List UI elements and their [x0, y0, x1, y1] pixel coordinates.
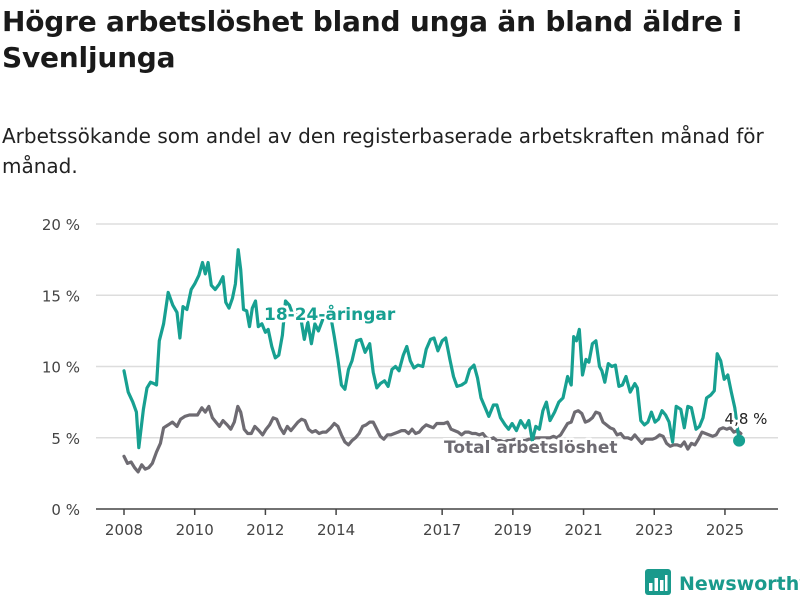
grid-lines — [96, 223, 778, 510]
last-value-label: 4,8 % — [725, 410, 768, 428]
newsworthy-logo: Newsworthy — [645, 569, 800, 599]
x-tick-label: 2019 — [494, 521, 532, 539]
chart-title: Högre arbetslöshet bland unga än bland ä… — [2, 5, 742, 74]
x-tick-label: 2021 — [564, 521, 602, 539]
total-series-label-halo: Total arbetslöshet — [444, 438, 618, 458]
x-tick-label: 2017 — [423, 521, 461, 539]
y-tick-label: 0 % — [51, 501, 80, 519]
x-tick-label: 2025 — [706, 521, 744, 539]
logo-text: Newsworthy — [679, 573, 800, 595]
x-tick-label: 2014 — [317, 521, 355, 539]
x-tick-label: 2010 — [176, 521, 214, 539]
y-axis-ticks: 0 % 5 % 10 % 15 % 20 % — [42, 216, 80, 519]
youth-series-label-halo: 18-24-åringar — [264, 303, 396, 325]
y-tick-label: 15 % — [42, 287, 80, 305]
y-tick-label: 20 % — [42, 216, 80, 234]
youth-series-line — [122, 248, 741, 450]
last-value-label-halo: 4,8 % — [725, 410, 768, 428]
youth-series-label: 18-24-åringar — [264, 303, 396, 325]
bar-chart-icon — [645, 569, 671, 599]
series-lines — [122, 248, 743, 474]
x-tick-label: 2012 — [246, 521, 284, 539]
total-series-label: Total arbetslöshet — [444, 438, 618, 458]
total-series-line — [122, 404, 743, 474]
x-tick-label: 2023 — [635, 521, 673, 539]
y-tick-label: 5 % — [51, 430, 80, 448]
chart-subtitle: Arbetssökande som andel av den registerb… — [2, 124, 764, 178]
x-axis-ticks: 2008 2010 2012 2014 2017 2019 2021 2023 2025 — [105, 509, 744, 539]
y-tick-label: 10 % — [42, 359, 80, 377]
x-tick-label: 2008 — [105, 521, 143, 539]
last-value-marker — [733, 434, 746, 447]
